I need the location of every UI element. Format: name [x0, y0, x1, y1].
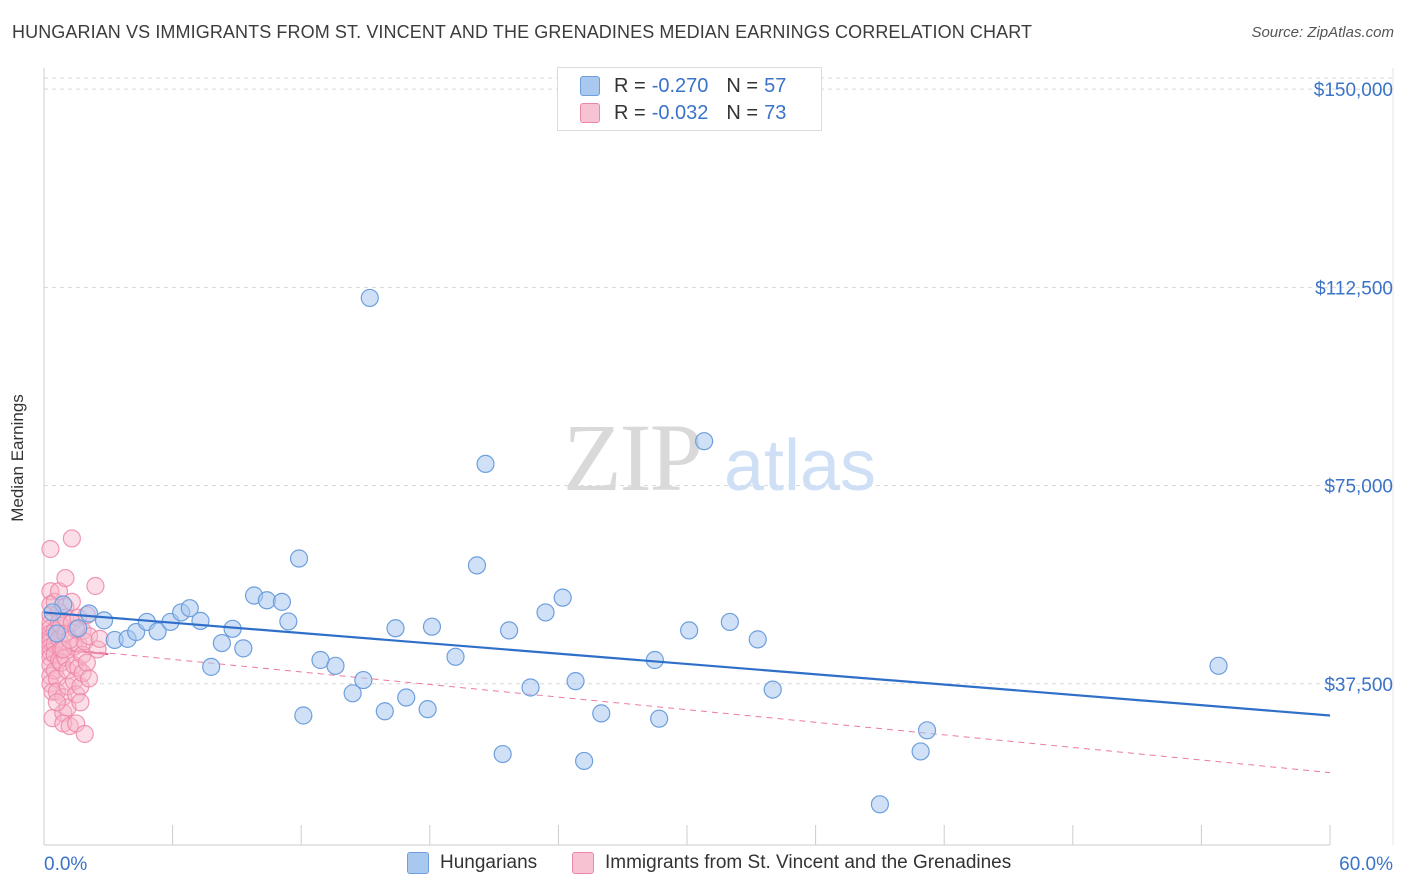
y-tick-label: $150,000 — [1314, 80, 1393, 101]
blue-point — [418, 700, 437, 719]
legend-n-value: 73 — [764, 101, 787, 124]
legend-row-hungarians: R = -0.270 N = 57 — [580, 74, 786, 98]
pink-point — [79, 669, 99, 688]
blue-point — [191, 611, 210, 630]
watermark-atlas: atlas — [724, 426, 876, 506]
blue-point — [234, 639, 253, 658]
legend-item-immigrants[interactable]: Immigrants from St. Vincent and the Gren… — [572, 852, 1011, 874]
blue-point — [397, 688, 416, 707]
legend-r-value: -0.270 — [651, 74, 709, 97]
blue-point — [294, 706, 313, 725]
pink-trend-line — [43, 646, 1331, 774]
pink-point — [41, 539, 60, 559]
legend-label-hungarians: Hungarians — [440, 852, 538, 873]
legend-swatch-pink — [580, 103, 600, 123]
blue-point — [763, 680, 782, 699]
blue-point — [748, 630, 767, 649]
legend-n-label: N = — [726, 74, 759, 97]
correlation-legend: R = -0.270 N = 57 R = -0.032 N = 73 — [557, 67, 822, 131]
blue-trend-solid — [43, 611, 1331, 717]
legend-r-label: R = — [614, 101, 646, 124]
blue-points — [43, 288, 1228, 814]
blue-point — [917, 721, 937, 740]
blue-point — [680, 621, 699, 640]
y-axis-label: Median Earnings — [8, 394, 27, 522]
y-tick-label: $37,500 — [1324, 675, 1393, 696]
blue-point — [566, 672, 585, 691]
blue-point — [575, 751, 594, 771]
blue-trend-line — [43, 611, 1331, 717]
blue-point — [69, 619, 88, 638]
legend-n-value: 57 — [764, 74, 787, 97]
blue-point — [536, 603, 555, 622]
blue-point — [476, 454, 495, 473]
blue-point — [47, 624, 66, 643]
legend-r-value: -0.032 — [651, 101, 709, 124]
blue-point — [553, 588, 572, 607]
legend-n-label: N = — [726, 101, 759, 124]
watermark: ZIP atlas — [563, 404, 876, 511]
pink-point — [54, 640, 73, 659]
blue-point — [592, 704, 611, 723]
blue-point — [279, 612, 298, 631]
blue-point — [521, 678, 540, 697]
pink-point — [90, 629, 109, 648]
blue-point — [326, 656, 345, 675]
blue-point — [148, 622, 167, 641]
pink-point — [47, 693, 66, 712]
blue-point — [79, 604, 99, 623]
pink-point — [77, 653, 96, 672]
legend-item-hungarians[interactable]: Hungarians — [407, 852, 537, 874]
blue-point — [354, 670, 373, 690]
blue-point — [257, 591, 277, 610]
watermark-zip: ZIP — [563, 404, 701, 511]
pink-point — [71, 693, 90, 712]
blue-point — [272, 592, 292, 611]
source-label: Source: ZipAtlas.com — [1251, 24, 1394, 41]
x-tick-labels: 0.0% 60.0% — [44, 854, 1393, 875]
pink-trend-dashed — [43, 646, 1331, 774]
blue-point — [870, 795, 890, 814]
blue-point — [289, 549, 309, 568]
blue-point — [500, 621, 519, 640]
y-tick-label: $112,500 — [1315, 278, 1393, 299]
legend-swatch-blue — [580, 76, 600, 96]
legend-swatch-blue — [407, 852, 429, 874]
blue-point — [360, 288, 379, 308]
legend-r-label: R = — [614, 74, 646, 97]
legend-row-immigrants: R = -0.032 N = 73 — [580, 101, 786, 125]
pink-point — [75, 724, 94, 744]
blue-point — [212, 633, 231, 653]
blue-point — [422, 617, 442, 636]
pink-point — [86, 576, 105, 596]
chart-title: HUNGARIAN VS IMMIGRANTS FROM ST. VINCENT… — [12, 22, 1033, 42]
blue-point — [467, 556, 487, 575]
pink-point — [56, 568, 75, 588]
blue-point — [911, 742, 930, 761]
legend-swatch-pink — [572, 852, 594, 874]
x-tick-label-min: 0.0% — [44, 854, 87, 875]
y-tick-labels: $37,500 $75,000 $112,500 $150,000 — [1314, 80, 1393, 696]
y-tick-label: $75,000 — [1324, 477, 1393, 498]
blue-point — [202, 657, 221, 676]
blue-point — [650, 709, 669, 728]
blue-point — [446, 647, 465, 666]
axes — [43, 68, 1394, 846]
blue-point — [375, 702, 394, 721]
pink-point — [62, 529, 81, 548]
blue-point — [386, 619, 405, 638]
blue-point — [695, 432, 714, 451]
blue-point — [180, 599, 199, 618]
blue-point — [343, 684, 362, 703]
x-tick-label-max: 60.0% — [1339, 854, 1393, 875]
blue-point — [1209, 656, 1228, 675]
series-legend: Hungarians Immigrants from St. Vincent a… — [0, 852, 1406, 878]
blue-point — [720, 612, 739, 632]
legend-label-immigrants: Immigrants from St. Vincent and the Gren… — [605, 852, 1012, 873]
blue-point — [94, 611, 114, 630]
blue-point — [493, 744, 512, 764]
